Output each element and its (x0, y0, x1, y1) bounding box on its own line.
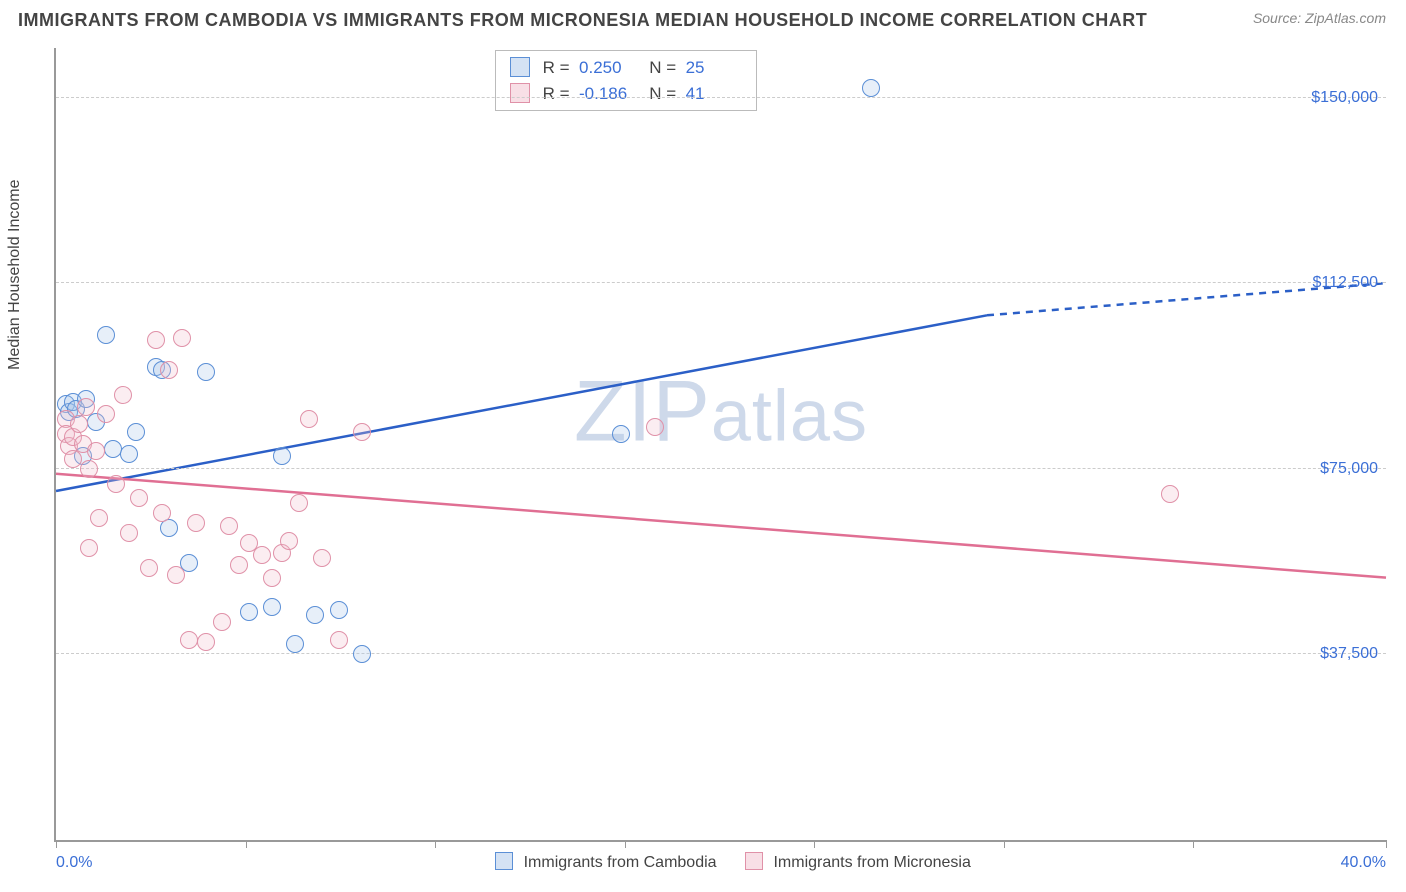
gridline (56, 653, 1386, 654)
data-point (612, 425, 630, 443)
stats-row-micronesia: R = -0.186 N = 41 (510, 81, 742, 107)
data-point (220, 517, 238, 535)
data-point (646, 418, 664, 436)
chart-title: IMMIGRANTS FROM CAMBODIA VS IMMIGRANTS F… (18, 10, 1147, 31)
data-point (147, 331, 165, 349)
y-tick-label: $112,500 (1312, 274, 1378, 292)
data-point (330, 631, 348, 649)
data-point (140, 559, 158, 577)
n-label: N = (649, 84, 676, 103)
data-point (1161, 485, 1179, 503)
data-point (213, 613, 231, 631)
plot-region: ZIPatlas R = 0.250 N = 25 R = -0.186 N =… (54, 48, 1386, 842)
data-point (127, 423, 145, 441)
source-label: Source: (1253, 10, 1305, 26)
data-point (187, 514, 205, 532)
data-point (107, 475, 125, 493)
data-point (230, 556, 248, 574)
data-point (120, 445, 138, 463)
y-tick-label: $150,000 (1311, 89, 1378, 107)
r-label: R = (543, 58, 570, 77)
data-point (353, 645, 371, 663)
data-point (313, 549, 331, 567)
legend-swatch-micronesia (745, 852, 763, 870)
data-point (114, 386, 132, 404)
data-point (306, 606, 324, 624)
chart-area: Median Household Income ZIPatlas R = 0.2… (18, 48, 1386, 882)
x-tick (814, 840, 815, 848)
data-point (160, 361, 178, 379)
n-value-micronesia: 41 (686, 81, 742, 107)
data-point (290, 494, 308, 512)
legend-bottom: Immigrants from Cambodia Immigrants from… (56, 852, 1386, 872)
legend-label-cambodia: Immigrants from Cambodia (524, 854, 717, 871)
data-point (180, 631, 198, 649)
swatch-micronesia (510, 83, 530, 103)
source-value: ZipAtlas.com (1305, 10, 1386, 26)
data-point (330, 601, 348, 619)
data-point (97, 326, 115, 344)
y-tick-label: $37,500 (1320, 645, 1378, 663)
data-point (173, 329, 191, 347)
legend-label-micronesia: Immigrants from Micronesia (773, 854, 970, 871)
data-point (104, 440, 122, 458)
x-tick (56, 840, 57, 848)
source-attribution: Source: ZipAtlas.com (1253, 10, 1386, 26)
data-point (120, 524, 138, 542)
n-value-cambodia: 25 (686, 55, 742, 81)
data-point (286, 635, 304, 653)
data-point (153, 504, 171, 522)
chart-header: IMMIGRANTS FROM CAMBODIA VS IMMIGRANTS F… (0, 0, 1406, 31)
data-point (273, 447, 291, 465)
data-point (80, 539, 98, 557)
data-point (70, 415, 88, 433)
x-tick (435, 840, 436, 848)
n-label: N = (649, 58, 676, 77)
data-point (240, 603, 258, 621)
correlation-stats-box: R = 0.250 N = 25 R = -0.186 N = 41 (495, 50, 757, 111)
data-point (280, 532, 298, 550)
data-point (353, 423, 371, 441)
data-point (90, 509, 108, 527)
r-label: R = (543, 84, 570, 103)
x-tick (625, 840, 626, 848)
trend-lines-layer (56, 48, 1386, 840)
data-point (300, 410, 318, 428)
y-axis-label: Median Household Income (6, 179, 24, 369)
x-tick (246, 840, 247, 848)
legend-swatch-cambodia (495, 852, 513, 870)
trend-line (56, 315, 987, 491)
data-point (167, 566, 185, 584)
stats-row-cambodia: R = 0.250 N = 25 (510, 55, 742, 81)
x-tick (1004, 840, 1005, 848)
gridline (56, 97, 1386, 98)
swatch-cambodia (510, 57, 530, 77)
y-tick-label: $75,000 (1320, 460, 1378, 478)
data-point (197, 363, 215, 381)
data-point (97, 405, 115, 423)
data-point (263, 598, 281, 616)
data-point (130, 489, 148, 507)
data-point (253, 546, 271, 564)
gridline (56, 282, 1386, 283)
data-point (87, 442, 105, 460)
data-point (197, 633, 215, 651)
data-point (862, 79, 880, 97)
x-tick (1193, 840, 1194, 848)
data-point (263, 569, 281, 587)
x-tick (1386, 840, 1387, 848)
r-value-cambodia: 0.250 (579, 55, 635, 81)
r-value-micronesia: -0.186 (579, 81, 635, 107)
data-point (80, 460, 98, 478)
data-point (77, 398, 95, 416)
gridline (56, 468, 1386, 469)
